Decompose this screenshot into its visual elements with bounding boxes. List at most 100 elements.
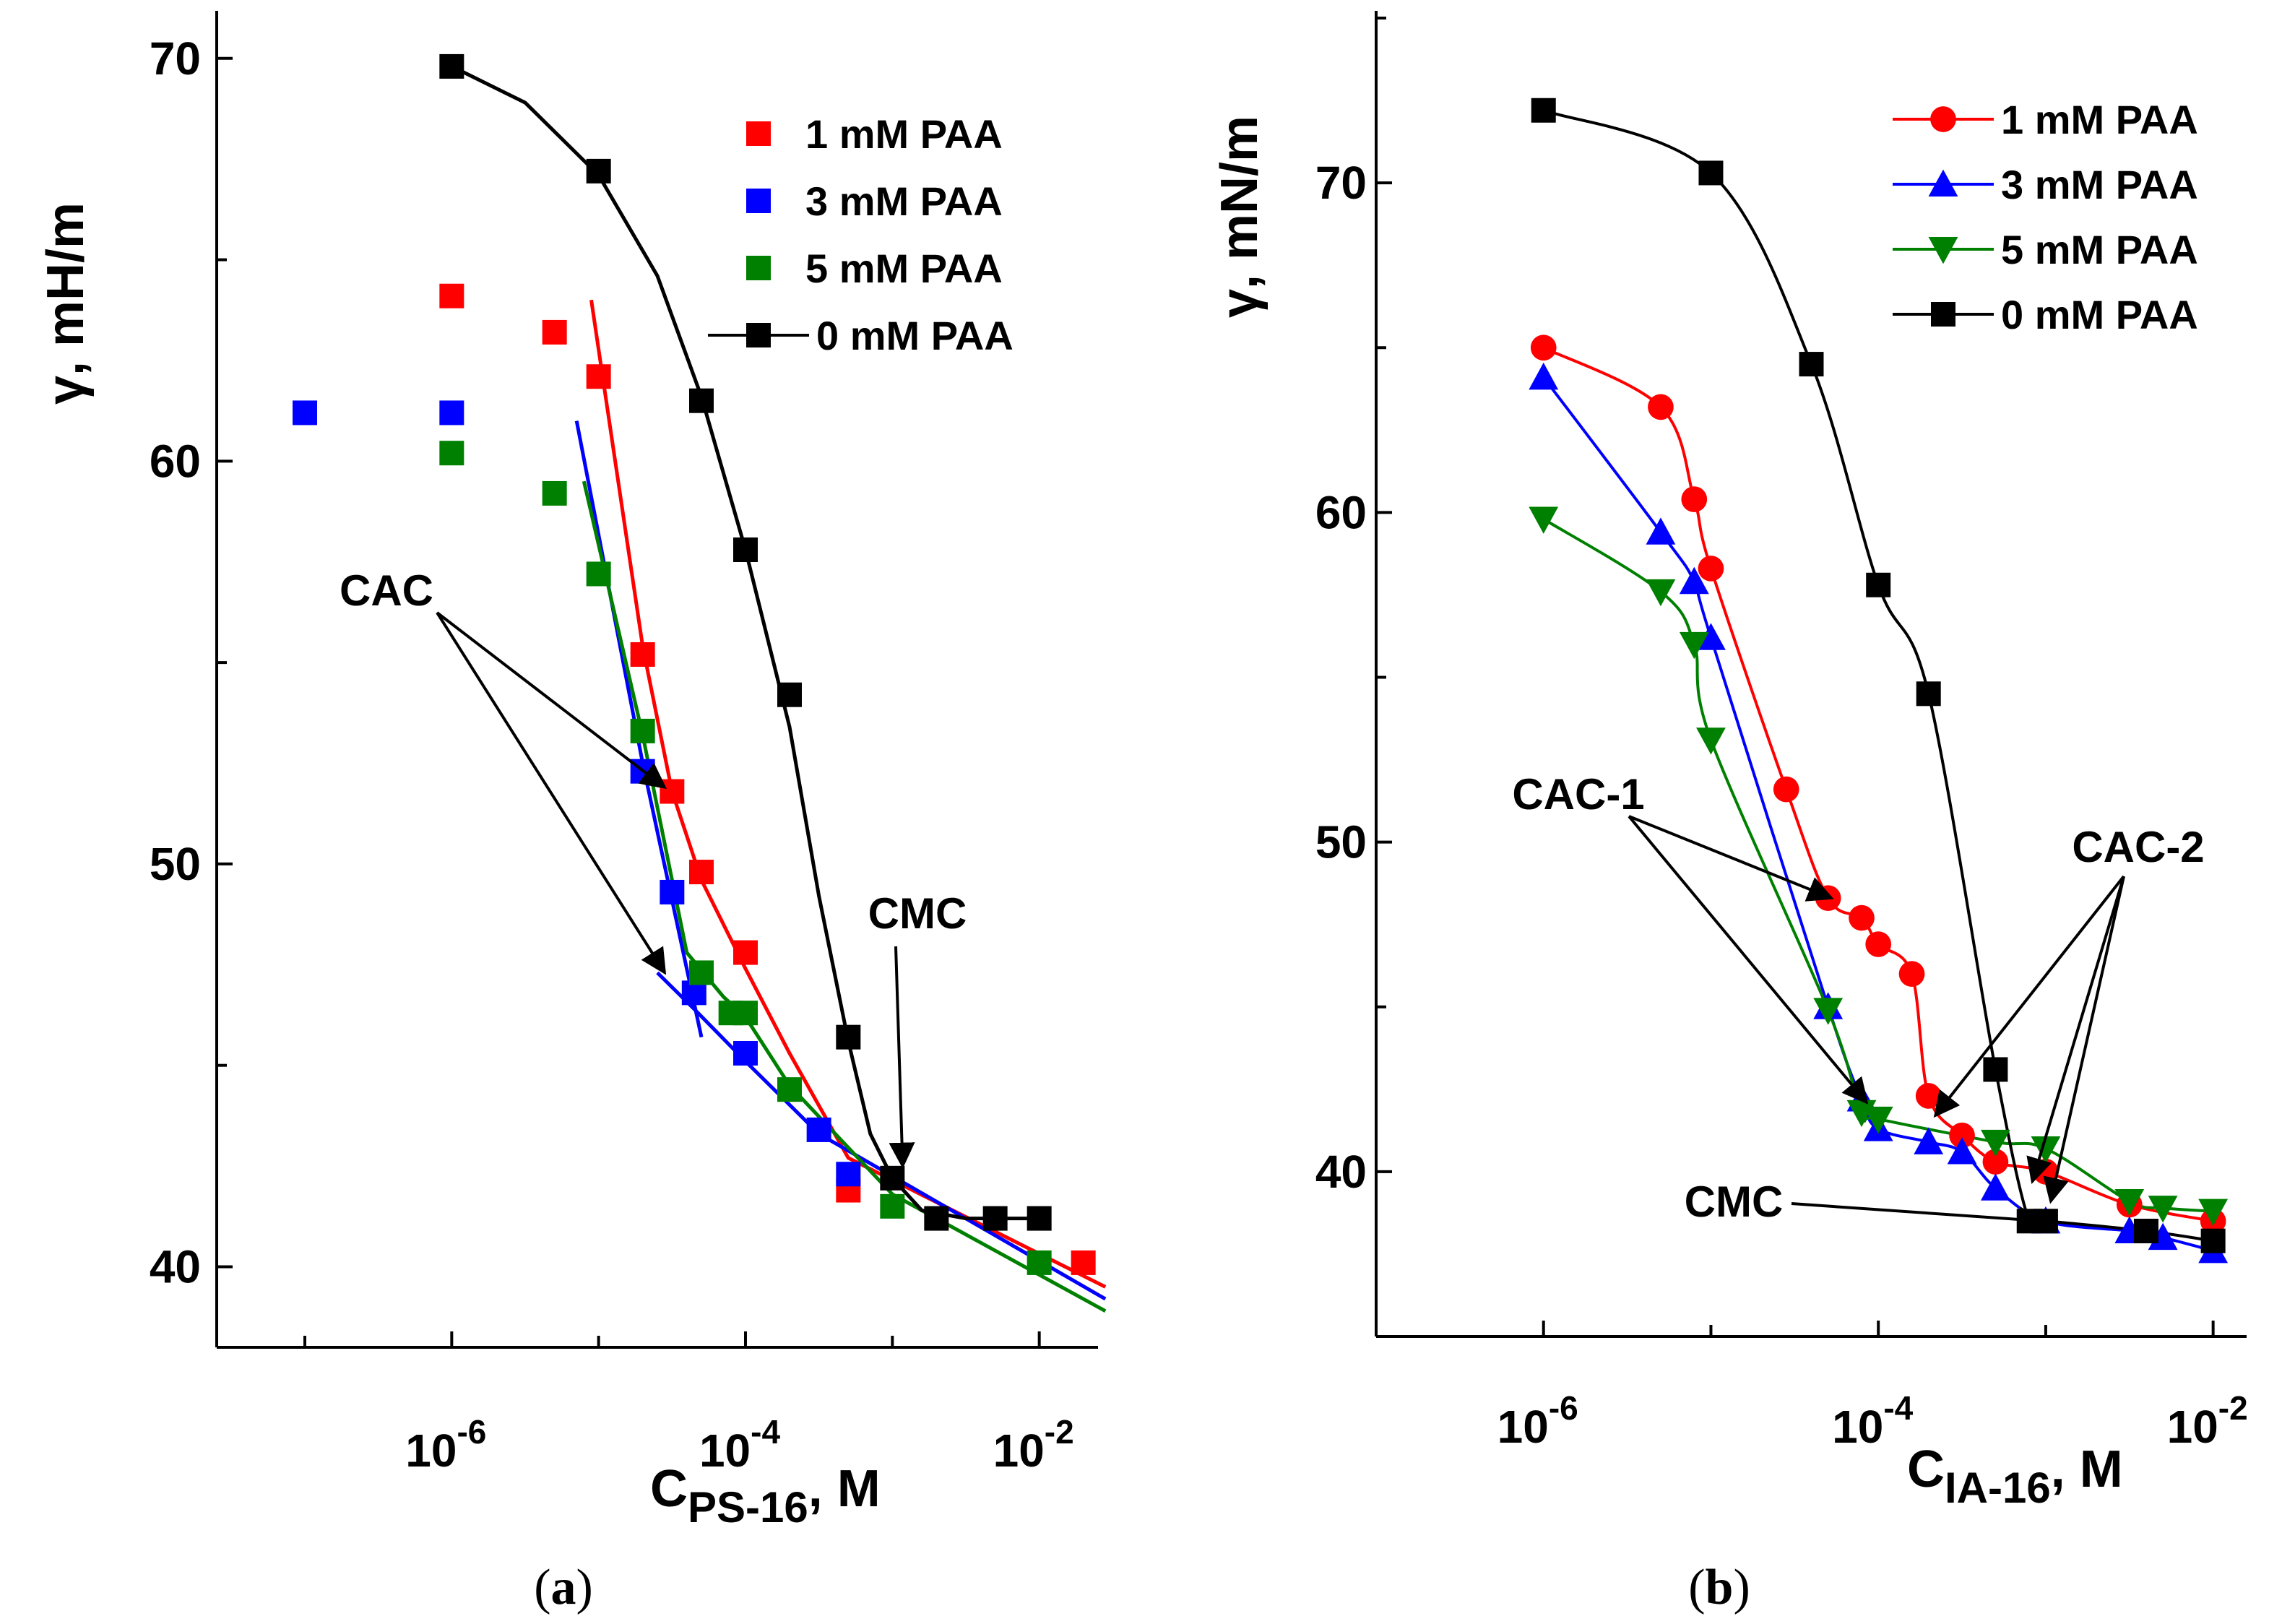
panel-a-x-tick-label: 10-4	[699, 1413, 781, 1477]
panel-a-data-point	[439, 53, 464, 79]
panel-b-data-point	[1849, 904, 1875, 931]
panel-b-data-point	[2031, 1136, 2061, 1164]
panel-b-annotation-arrow	[1628, 815, 1869, 1105]
panel-b-data-point	[1646, 517, 1676, 545]
panel-b-data-point	[1865, 931, 1892, 957]
panel-a-data-point	[439, 400, 464, 426]
panel-a-data-point	[689, 388, 714, 413]
panel-a-x-tick-label-exp: -6	[457, 1413, 486, 1451]
panel-b-x-tick-label-exp: -4	[1883, 1389, 1913, 1427]
panel-b-data-point	[1529, 506, 1559, 534]
panel-b-data-point	[1949, 1122, 1975, 1149]
panel-b-x-axis-title-main: C	[1907, 1441, 1945, 1498]
panel-a-legend-label: 0 mM PAA	[816, 313, 1013, 358]
panel-b-data-point	[1866, 572, 1891, 597]
panel-a-data-point	[660, 779, 685, 804]
panel-b-annotation-arrow	[1628, 815, 1834, 902]
panel-a-x-axis-title-sub: PS-16	[688, 1483, 808, 1532]
panel-b-x-axis-title-sub: IA-16	[1945, 1464, 2051, 1512]
panel-b-caption: (b)	[1688, 1560, 1750, 1615]
panel-b-data-point	[1916, 681, 1941, 707]
panel-a-annotation-arrow	[889, 946, 915, 1169]
panel-a-legend-label: 1 mM PAA	[805, 111, 1003, 157]
panel-a-data-point	[982, 1206, 1008, 1231]
panel-a-data-point	[586, 561, 611, 587]
panel-b-annotation-label: CAC-2	[2072, 823, 2204, 871]
panel-a-data-point	[293, 400, 317, 426]
panel-b-legend-marker	[1928, 169, 1958, 196]
panel-b-data-point	[1863, 1106, 1893, 1134]
panel-a-legend-marker	[746, 121, 771, 146]
panel-a-annotation-label: CMC	[868, 889, 967, 938]
panel-a-x-tick-label-base: 10	[699, 1425, 751, 1477]
panel-b-data-point	[2198, 1198, 2229, 1227]
panel-b-data-point	[1981, 1129, 2010, 1157]
panel-b-legend-marker	[1928, 237, 1958, 264]
panel-b-data-point	[1529, 362, 1559, 390]
panel-b-data-point	[2133, 1219, 2158, 1243]
panel-a-legend-label: 3 mM PAA	[805, 178, 1003, 224]
panel-a-annotations: CAC CMC	[340, 566, 967, 1169]
panel-a-y-tick-label: 50	[150, 838, 201, 890]
panel-a-data-point	[542, 480, 567, 506]
panel-b-y-tick-label: 50	[1315, 816, 1367, 868]
panel-a-data-point	[880, 1165, 905, 1191]
panel-b-x-axis-title-unit: , M	[2051, 1441, 2123, 1498]
panel-a-data-point	[586, 364, 611, 389]
panel-a-x-tick-label: 10-6	[405, 1413, 486, 1477]
panel-a-data-point	[630, 718, 655, 743]
panel-a-fit-line	[589, 299, 1107, 1289]
panel-a-data-point	[630, 642, 655, 667]
panel-b-legend-label: 3 mM PAA	[2001, 162, 2198, 207]
panel-b-y-tick-label: 70	[1315, 157, 1367, 209]
panel-a-x-tick-label-base: 10	[993, 1425, 1045, 1477]
panel-a-y-tick-label: 40	[150, 1240, 201, 1292]
panel-a-caption: (a)	[534, 1560, 593, 1615]
panel-b-x-tick-label-base: 10	[1497, 1401, 1549, 1453]
panel-a-data-point	[733, 1040, 758, 1066]
panel-b-annotations: CAC-1 CAC-2 CMC	[1512, 770, 2205, 1233]
panel-a-annotation-arrow	[436, 611, 667, 790]
panel-b-data-point	[1530, 334, 1557, 361]
panel-b-x-tick-label-exp: -6	[1549, 1389, 1578, 1427]
panel-b-data-point	[1646, 579, 1676, 607]
panel-a-data-point	[733, 537, 758, 562]
panel-a-data-point	[689, 960, 714, 985]
panel-b-fit-lines	[1542, 108, 2214, 1253]
panel-b-data-point	[1799, 352, 1824, 377]
panel-b-series-line	[1543, 108, 2213, 1243]
panel-a-x-tick-label-base: 10	[405, 1425, 457, 1477]
panel-b-y-axis-title: γ, mN/m	[1211, 116, 1268, 318]
panel-b-data-point	[1679, 566, 1709, 595]
panel-b-y-tick-label: 60	[1315, 486, 1367, 538]
panel-b-data-point	[1981, 1173, 2010, 1201]
panel-a-y-tick-label: 60	[150, 435, 201, 487]
panel-a-data-point	[836, 1024, 861, 1050]
panel-b-data-point	[1698, 556, 1724, 582]
panel-b-legend-marker	[1930, 106, 1956, 132]
panel-b-annotation-arrow	[2026, 876, 2125, 1185]
panel-b-x-tick-label-exp: -2	[2218, 1389, 2248, 1427]
panel-b-annotation-label: CMC	[1685, 1178, 1784, 1226]
panel-a-annotation-label: CAC	[340, 566, 433, 615]
panel-b-annotation-arrow	[2043, 876, 2125, 1204]
panel-b-annotation-label: CAC-1	[1512, 770, 1644, 819]
panel-b-data-point	[1915, 1083, 1942, 1109]
panel-b-data-point	[2148, 1196, 2178, 1223]
panel-b-data-point	[1983, 1057, 2008, 1082]
panel-a-data-point	[733, 1001, 758, 1026]
panel-a-legend-label: 5 mM PAA	[805, 246, 1003, 291]
panel-b-annotation-arrow	[1933, 875, 2125, 1118]
panel-b-data-point	[2114, 1188, 2145, 1217]
panel-b-data-point	[1698, 160, 1724, 186]
panel-b-y-tick-label: 40	[1315, 1146, 1367, 1198]
panel-b-data-point	[1648, 394, 1674, 420]
panel-a-data-point	[924, 1206, 949, 1231]
panel-a-data-point	[880, 1193, 905, 1219]
panel-b-x-tick-label: 10-2	[2167, 1389, 2248, 1453]
